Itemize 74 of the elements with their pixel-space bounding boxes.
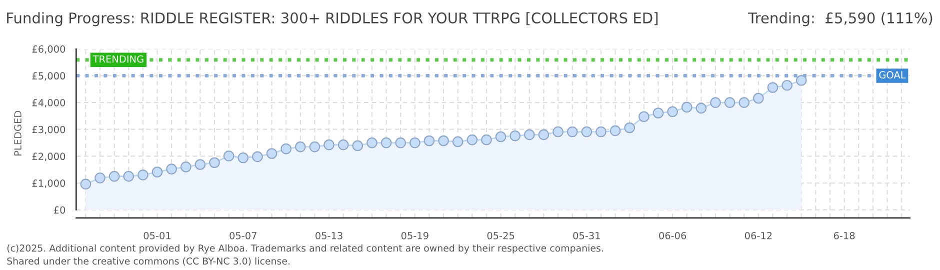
point <box>724 97 736 108</box>
point <box>624 122 636 134</box>
point <box>180 162 192 172</box>
point <box>638 111 650 122</box>
point <box>266 148 278 159</box>
x-tick-label: 06-12 <box>744 232 772 240</box>
point <box>80 178 92 190</box>
text: (c)2025. Additional content provided by Rye Alboa. Trademarks and related content are owned by their respective companies. <box>7 244 603 254</box>
point <box>782 80 792 91</box>
x-tick-label: 05-31 <box>573 232 600 240</box>
point <box>753 92 764 104</box>
point <box>510 130 521 142</box>
point <box>667 106 678 118</box>
y-tick-label: £4,000 <box>32 99 66 108</box>
x-tick-label: 05-01 <box>144 232 170 240</box>
point <box>223 150 234 162</box>
x-tick-label: 06-06 <box>659 232 686 240</box>
x-tick-label: 6-18 <box>834 232 855 240</box>
y-tick-label: £3,000 <box>32 126 66 134</box>
y-tick-label: £5,000 <box>32 72 66 81</box>
chart-subtitle: Trending: £5,590 (111%) <box>748 12 932 26</box>
point <box>495 131 506 142</box>
point <box>524 129 535 140</box>
point <box>338 139 349 150</box>
point <box>710 97 721 108</box>
point <box>596 126 606 138</box>
point <box>424 135 435 146</box>
point <box>581 126 592 138</box>
point <box>324 139 334 150</box>
ref-line-label: GOAL <box>879 71 906 79</box>
text: Shared under the creative commons (CC BY-NC 3.0) license. <box>7 257 290 266</box>
y-axis-title: PLEDGED <box>14 110 22 156</box>
chart-title: Funding Progress: RIDDLE REGISTER: 300+ RIDDLES FOR YOUR TTRPG [COLLECTORS ED] <box>7 12 658 26</box>
point <box>452 136 464 148</box>
y-tick-label: £0 <box>54 206 66 214</box>
point <box>209 157 220 168</box>
point <box>152 166 163 178</box>
point <box>166 164 177 174</box>
point <box>138 170 148 180</box>
y-tick-label: £2,000 <box>32 152 66 162</box>
point <box>466 134 478 146</box>
point <box>552 126 564 138</box>
point <box>652 108 664 118</box>
point <box>538 129 550 140</box>
y-tick-label: £6,000 <box>32 45 66 54</box>
point <box>366 137 378 148</box>
x-tick-label: 05-19 <box>401 232 428 240</box>
point <box>481 134 492 146</box>
point <box>280 143 292 154</box>
point <box>610 125 621 136</box>
point <box>194 159 206 170</box>
y-tick-label: £1,000 <box>32 179 66 188</box>
point <box>738 97 750 108</box>
point <box>767 82 778 93</box>
point <box>409 137 420 148</box>
point <box>294 141 306 152</box>
x-tick-label: 05-13 <box>316 232 342 240</box>
x-tick-label: 05-25 <box>487 232 514 240</box>
ref-line-label: TRENDING <box>92 55 144 63</box>
point <box>238 152 249 164</box>
point <box>438 135 449 146</box>
x-tick-label: 05-07 <box>230 232 256 240</box>
point <box>108 170 120 182</box>
point <box>681 102 692 113</box>
point <box>352 140 364 152</box>
point <box>380 137 392 148</box>
point <box>252 151 263 162</box>
point <box>309 141 320 152</box>
point <box>696 102 707 114</box>
point <box>123 170 134 182</box>
point <box>796 74 807 86</box>
point <box>566 126 578 138</box>
point <box>94 172 106 184</box>
point <box>395 137 406 148</box>
